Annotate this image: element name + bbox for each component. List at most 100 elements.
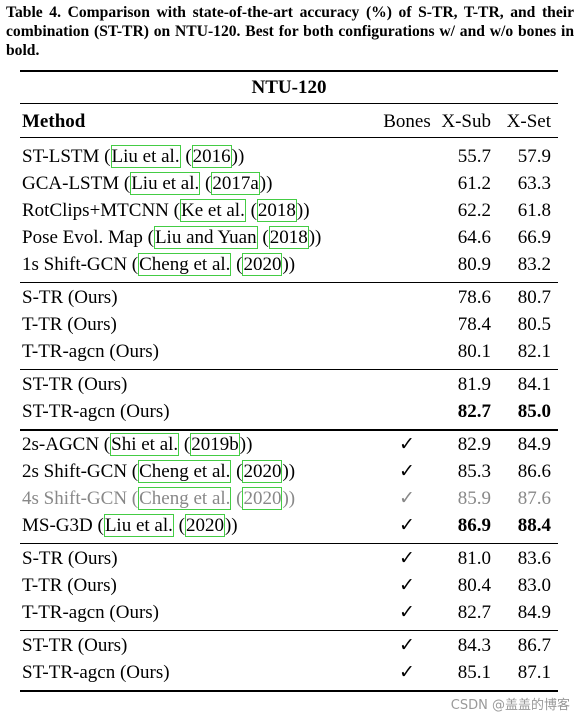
x-sub-value: 61.2 [457,173,491,194]
method-text: S-TR (Ours) [22,548,118,569]
x-sub-value: 78.6 [457,287,491,308]
x-set-value: 83.2 [517,254,551,275]
x-set-value: 63.3 [517,173,551,194]
method-text: )) [224,515,238,536]
x-sub-value: 81.0 [457,548,491,569]
method-text: GCA-LSTM ( [22,173,131,194]
method-cell: GCA-LSTM (Liu et al. (2017a)) [22,172,272,196]
table-rule [20,690,558,692]
method-cell: T-TR-agcn (Ours) [22,340,159,364]
method-text: 2s-AGCN ( [22,434,111,455]
method-cell: S-TR (Ours) [22,547,118,571]
method-cell: ST-TR (Ours) [22,634,127,658]
method-text: )) [296,200,310,221]
method-cell: S-TR (Ours) [22,286,118,310]
citation-link[interactable]: Shi et al. [110,433,180,456]
citation-link[interactable]: Liu et al. [110,145,181,168]
x-sub-value: 82.7 [457,602,491,623]
citation-link[interactable]: 2017a [211,172,260,195]
method-text: ( [231,254,243,275]
citation-link[interactable]: Cheng et al. [138,487,232,510]
method-text: ( [179,434,191,455]
x-sub-value: 80.4 [457,575,491,596]
method-text: Pose Evol. Map ( [22,227,154,248]
method-text: 2s Shift-GCN ( [22,461,139,482]
method-cell: 1s Shift-GCN (Cheng et al. (2020)) [22,253,295,277]
x-sub-value: 85.9 [457,488,491,509]
citation-link[interactable]: 2019b [190,433,240,456]
bones-check: ✓ [399,488,415,509]
method-text: ( [231,488,243,509]
x-sub-value: 62.2 [457,200,491,221]
method-text: )) [231,146,245,167]
citation-link[interactable]: Liu et al. [103,514,174,537]
method-text: ( [231,461,243,482]
bones-check: ✓ [399,602,415,623]
x-set-value: 84.9 [517,602,551,623]
x-set-value: 80.7 [517,287,551,308]
method-text: ( [200,173,212,194]
method-text: )) [282,254,296,275]
x-sub-value: 85.3 [457,461,491,482]
x-set-value: 86.7 [517,635,551,656]
citation-link[interactable]: 2016 [191,145,232,168]
citation-link[interactable]: Liu and Yuan [153,226,258,249]
x-set-value: 82.1 [517,341,551,362]
method-cell: T-TR-agcn (Ours) [22,601,159,625]
method-text: ( [257,227,269,248]
method-cell: 2s-AGCN (Shi et al. (2019b)) [22,433,252,457]
method-text: ST-TR (Ours) [22,374,128,395]
citation-link[interactable]: 2018 [268,226,309,249]
x-set-value: 87.6 [517,488,551,509]
table-rule [20,369,558,370]
method-text: ST-TR-agcn (Ours) [22,662,170,683]
watermark: CSDN @盖盖的博客 [450,698,570,713]
header-cell: Bones [383,111,431,132]
method-cell: 4s Shift-GCN (Cheng et al. (2020)) [22,487,295,511]
table-rule [20,543,558,544]
citation-link[interactable]: 2020 [184,514,225,537]
x-set-value: 66.9 [517,227,551,248]
bones-check: ✓ [399,635,415,656]
x-sub-value: 78.4 [457,314,491,335]
citation-link[interactable]: Cheng et al. [138,253,232,276]
x-sub-value: 82.7 [457,401,491,422]
x-set-value: 84.1 [517,374,551,395]
bones-check: ✓ [399,662,415,683]
x-set-value: 87.1 [517,662,551,683]
citation-link[interactable]: 2018 [256,199,297,222]
x-set-value: 57.9 [517,146,551,167]
method-text: ST-TR-agcn (Ours) [22,401,170,422]
method-text: MS-G3D ( [22,515,104,536]
method-text: T-TR (Ours) [22,314,117,335]
citation-link[interactable]: 2020 [242,460,283,483]
table-rule [20,630,558,631]
method-text: T-TR-agcn (Ours) [22,602,160,623]
citation-link[interactable]: Ke et al. [179,199,246,222]
x-set-value: 83.0 [517,575,551,596]
citation-link[interactable]: 2020 [242,487,283,510]
method-text: S-TR (Ours) [22,287,118,308]
bones-check: ✓ [399,515,415,536]
citation-link[interactable]: 2020 [242,253,283,276]
citation-link[interactable]: Liu et al. [130,172,201,195]
method-text: ( [180,146,192,167]
method-text: )) [282,488,296,509]
method-text: )) [239,434,253,455]
method-cell: ST-LSTM (Liu et al. (2016)) [22,145,244,169]
x-sub-value: 55.7 [457,146,491,167]
caption: Table 4. Comparison with state-of-the-ar… [6,4,574,59]
header-cell: Method [22,111,86,132]
header-cell: X-Set [506,111,551,132]
bones-check: ✓ [399,548,415,569]
table-rule [20,429,558,431]
table-rule [20,137,558,138]
x-set-value: 88.4 [517,515,551,536]
x-set-value: 61.8 [517,200,551,221]
header-cell: X-Sub [441,111,491,132]
method-cell: RotClips+MTCNN (Ke et al. (2018)) [22,199,310,223]
method-text: ( [173,515,185,536]
citation-link[interactable]: Cheng et al. [138,460,232,483]
table-rule [20,103,558,104]
